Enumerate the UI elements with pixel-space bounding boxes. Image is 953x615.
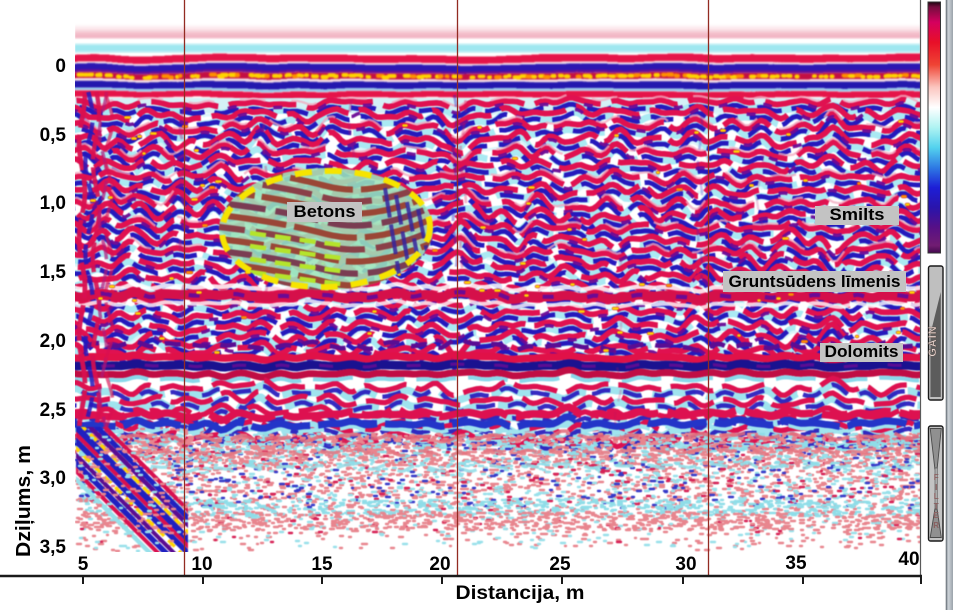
svg-text:E: E — [934, 511, 940, 520]
svg-text:30: 30 — [675, 554, 696, 575]
svg-text:2,0: 2,0 — [40, 331, 66, 352]
svg-text:Betons: Betons — [294, 202, 356, 221]
svg-text:5: 5 — [78, 554, 89, 575]
svg-text:1,0: 1,0 — [40, 193, 66, 214]
svg-text:Gruntsūdens līmenis: Gruntsūdens līmenis — [729, 272, 901, 291]
svg-text:0,5: 0,5 — [40, 125, 67, 146]
svg-text:T: T — [934, 502, 939, 511]
svg-text:R: R — [933, 521, 939, 530]
svg-text:I: I — [935, 483, 937, 492]
svg-text:40: 40 — [898, 549, 919, 570]
svg-text:F: F — [934, 473, 939, 482]
svg-text:Dziļums, m: Dziļums, m — [13, 445, 35, 557]
svg-text:35: 35 — [785, 553, 807, 574]
svg-text:L: L — [934, 492, 939, 501]
svg-text:3,0: 3,0 — [40, 468, 66, 489]
svg-text:Smilts: Smilts — [830, 205, 885, 224]
svg-text:0: 0 — [55, 56, 66, 77]
svg-text:15: 15 — [311, 554, 333, 575]
svg-text:10: 10 — [191, 554, 212, 575]
svg-text:1,5: 1,5 — [40, 262, 67, 283]
svg-text:2,5: 2,5 — [40, 400, 67, 421]
svg-text:3,5: 3,5 — [40, 537, 67, 558]
svg-text:Dolomits: Dolomits — [825, 342, 899, 361]
svg-text:GAIN: GAIN — [927, 325, 939, 357]
svg-text:20: 20 — [429, 554, 450, 575]
svg-text:25: 25 — [549, 554, 571, 575]
svg-text:Distancija, m: Distancija, m — [456, 583, 585, 604]
